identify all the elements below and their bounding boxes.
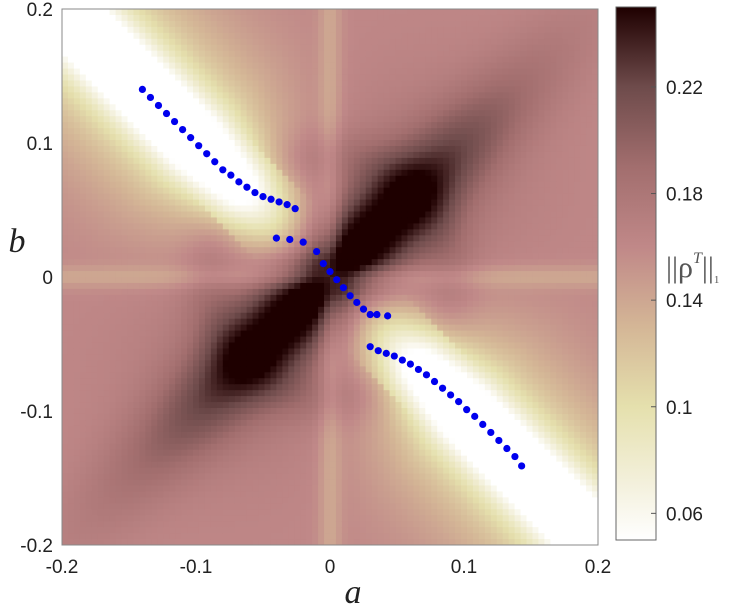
y-axis-label: b: [9, 223, 26, 260]
marker-point: [495, 436, 503, 445]
y-tick-label: -0.1: [20, 402, 53, 423]
x-tick-label: 0.2: [585, 557, 611, 578]
plot-frame: [61, 8, 599, 546]
marker-point: [267, 195, 275, 203]
marker-point: [366, 343, 374, 351]
y-tick-label: 0: [42, 268, 53, 289]
marker-point: [170, 117, 179, 126]
marker-point: [291, 205, 299, 213]
marker-point: [382, 349, 390, 357]
marker-point: [272, 234, 280, 242]
marker-point: [398, 356, 406, 364]
marker-point: [203, 150, 211, 158]
y-axis-ticks: 0.2 0.1 0 -0.1 -0.2: [20, 0, 53, 557]
colorbar-label-sup: T: [693, 250, 703, 267]
x-tick-label: -0.2: [46, 557, 79, 578]
x-axis-ticks: -0.2 -0.1 0 0.1 0.2: [46, 557, 612, 578]
colorbar-tick-label: 0.22: [666, 78, 703, 99]
colorbar-label-sub: 1: [714, 274, 720, 286]
x-axis-label: a: [345, 574, 362, 610]
x-tick-label: 0: [325, 557, 336, 578]
marker-point: [374, 347, 382, 355]
marker-point: [422, 371, 431, 379]
marker-point: [463, 406, 471, 414]
marker-point: [275, 198, 283, 206]
marker-point: [384, 312, 392, 320]
marker-point: [162, 109, 171, 118]
marker-layer: [138, 85, 526, 470]
colorbar-tick-label: 0.1: [666, 398, 692, 419]
marker-point: [154, 101, 163, 110]
marker-point: [511, 452, 519, 461]
marker-point: [286, 235, 294, 244]
x-tick-label: 0.1: [451, 557, 477, 578]
colorbar-ticks: 0.22 0.18 0.14 0.1 0.06: [651, 78, 703, 525]
marker-point: [339, 284, 347, 292]
marker-point: [359, 305, 368, 313]
heatmap-plot: [62, 9, 598, 545]
marker-point: [390, 352, 398, 360]
marker-point: [283, 201, 291, 209]
x-tick-label: -0.1: [180, 557, 213, 578]
marker-point: [479, 420, 487, 428]
y-tick-label: 0.1: [27, 134, 53, 155]
marker-point: [406, 360, 414, 368]
marker-point: [251, 188, 259, 197]
y-tick-label: -0.2: [20, 536, 53, 557]
marker-point: [373, 310, 381, 319]
marker-point: [227, 171, 235, 179]
marker-point: [219, 166, 227, 174]
marker-point: [366, 310, 374, 319]
y-tick-label: 0.2: [27, 0, 53, 21]
marker-point: [243, 183, 251, 191]
colorbar-tick-label: 0.18: [666, 185, 703, 206]
marker-point: [471, 412, 479, 420]
marker-point: [414, 365, 423, 374]
marker-point: [447, 391, 455, 399]
marker-point: [333, 276, 341, 284]
marker-point: [235, 178, 243, 186]
marker-point: [138, 85, 146, 93]
marker-point: [179, 126, 187, 134]
marker-point: [146, 93, 155, 102]
marker-point: [211, 158, 219, 166]
marker-point: [313, 247, 321, 256]
marker-point: [187, 134, 195, 142]
marker-point: [353, 298, 361, 307]
colorbar-label-main: ||ρ: [666, 251, 693, 284]
marker-point: [503, 444, 511, 453]
marker-point: [346, 292, 354, 300]
marker-point: [195, 142, 203, 150]
marker-point: [299, 238, 307, 246]
marker-point: [455, 398, 463, 406]
marker-point: [319, 260, 327, 268]
marker-point: [326, 268, 334, 276]
colorbar-label: ||ρT||1: [666, 250, 719, 286]
marker-point: [487, 428, 495, 437]
colorbar-label-close: ||: [702, 251, 714, 284]
marker-point: [430, 377, 439, 386]
colorbar-tick-label: 0.06: [666, 504, 703, 525]
marker-point: [259, 193, 267, 201]
marker-point: [518, 462, 526, 470]
marker-point: [438, 384, 447, 392]
colorbar: [615, 6, 657, 541]
colorbar-tick-label: 0.14: [666, 291, 703, 312]
